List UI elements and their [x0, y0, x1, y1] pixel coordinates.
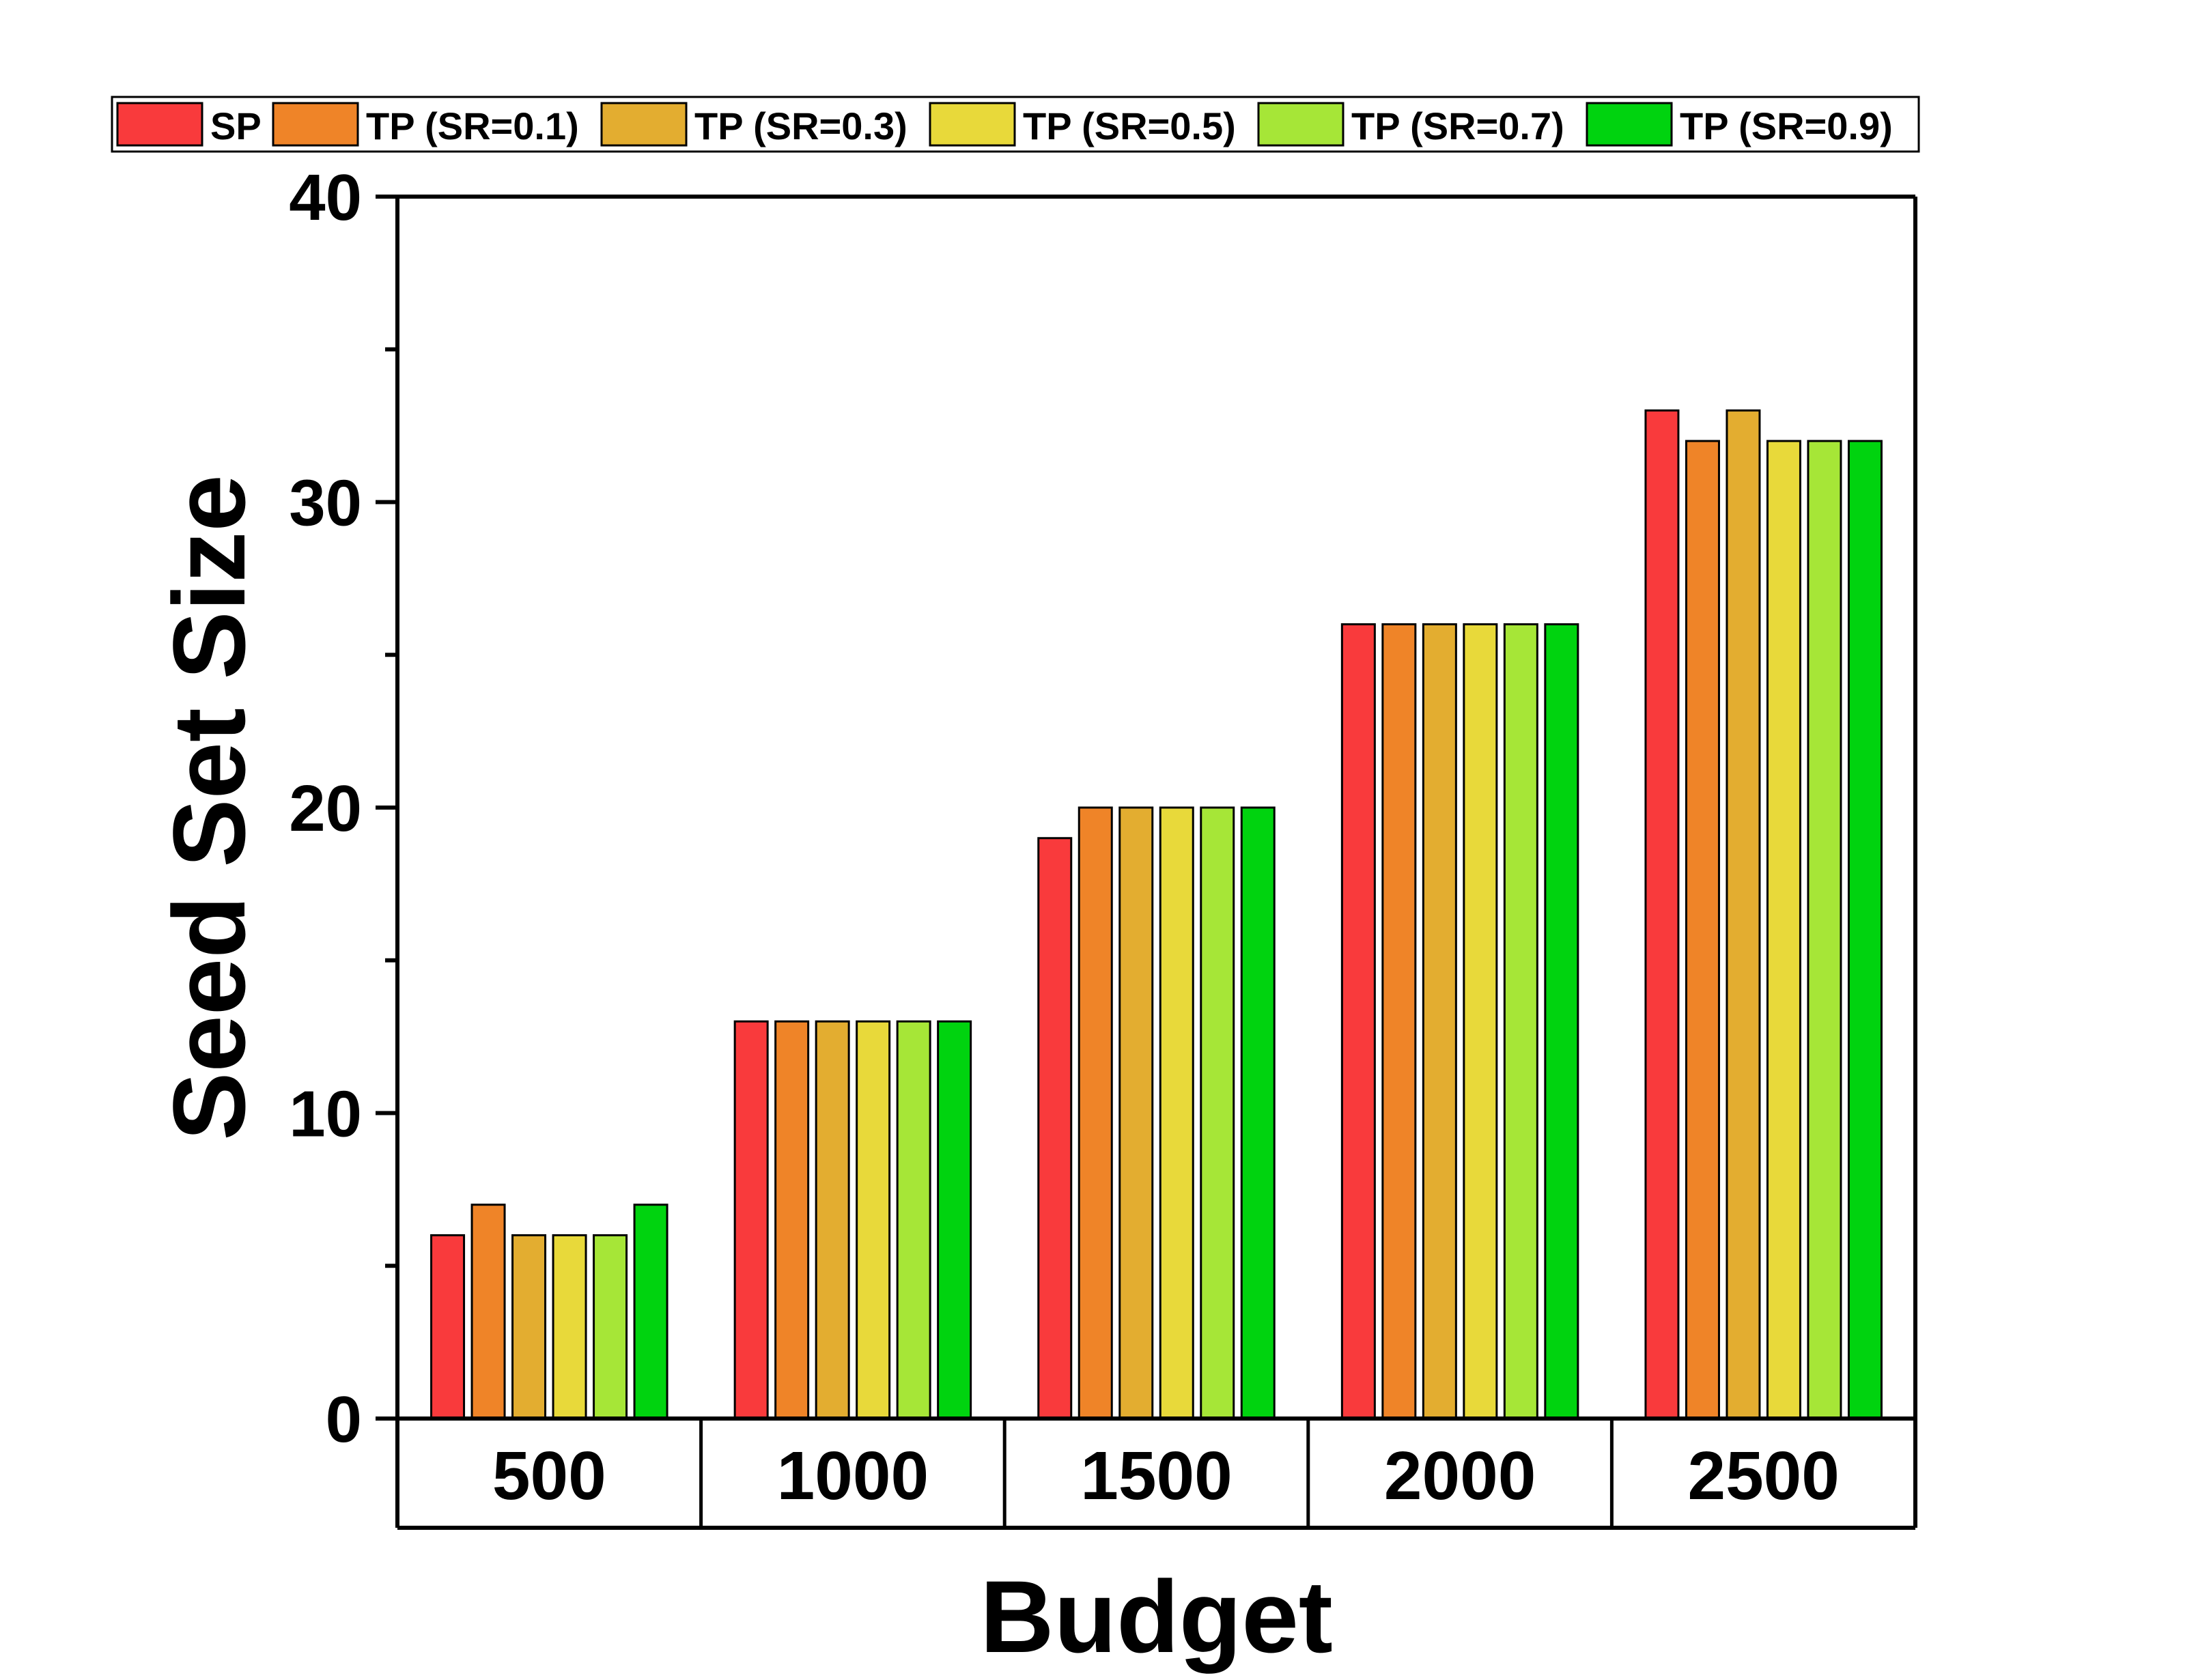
y-tick-label: 10: [289, 1078, 362, 1151]
legend-label: SP: [210, 104, 262, 147]
bar: [896, 1020, 931, 1420]
x-tick-label: 1000: [777, 1438, 929, 1514]
y-tick-label: 20: [289, 772, 362, 845]
bar: [856, 1020, 891, 1420]
bar: [1503, 623, 1538, 1420]
bar: [552, 1234, 587, 1420]
bar: [1078, 806, 1113, 1420]
legend-swatch: [600, 102, 688, 147]
bar: [1159, 806, 1194, 1420]
x-tick-label: 2500: [1687, 1438, 1839, 1514]
x-tick-label: 500: [492, 1438, 606, 1514]
bar: [1118, 806, 1154, 1420]
bar: [815, 1020, 850, 1420]
bar: [1766, 440, 1801, 1420]
legend-swatch: [1257, 102, 1345, 147]
legend-swatch: [1586, 102, 1673, 147]
bar: [430, 1234, 466, 1420]
legend-swatch: [929, 102, 1016, 147]
x-tick-label: 2000: [1384, 1438, 1536, 1514]
bar: [937, 1020, 972, 1420]
bar: [774, 1020, 810, 1420]
legend-swatch: [272, 102, 359, 147]
legend-label: TP (SR=0.3): [694, 104, 907, 147]
x-axis-label: Budget: [980, 1559, 1333, 1674]
bar: [1200, 806, 1235, 1420]
bar: [733, 1020, 769, 1420]
bar: [1381, 623, 1417, 1420]
bar: [1807, 440, 1842, 1420]
y-tick-label: 40: [289, 161, 362, 234]
bar: [1544, 623, 1579, 1420]
y-tick-label: 0: [326, 1383, 362, 1456]
legend-label: TP (SR=0.1): [366, 104, 579, 147]
bar: [1463, 623, 1498, 1420]
bar: [1240, 806, 1276, 1420]
bar: [1340, 623, 1376, 1420]
bar: [1685, 440, 1720, 1420]
axes-layer: 500 1000 1500 2000 2500 0 10 20 30 40: [289, 161, 1917, 1530]
bar: [1422, 623, 1457, 1420]
bar: [511, 1234, 547, 1420]
bars-layer: [430, 409, 1883, 1420]
bar: [1037, 837, 1073, 1420]
bar: [1644, 409, 1680, 1420]
legend-label: TP (SR=0.5): [1023, 104, 1236, 147]
y-tick-label: 30: [289, 467, 362, 540]
legend-label: TP (SR=0.9): [1680, 104, 1893, 147]
bar: [470, 1204, 506, 1420]
legend-swatch: [116, 102, 203, 147]
bar: [1726, 409, 1761, 1420]
x-tick-label: 1500: [1080, 1438, 1232, 1514]
bar: [1847, 440, 1883, 1420]
bar: [633, 1204, 668, 1420]
y-axis-label: Seed Set Size: [152, 474, 266, 1140]
bar: [593, 1234, 628, 1420]
legend-label: TP (SR=0.7): [1351, 104, 1564, 147]
legend: SP TP (SR=0.1) TP (SR=0.3) TP (SR=0.5) TP (S…: [111, 96, 1920, 153]
